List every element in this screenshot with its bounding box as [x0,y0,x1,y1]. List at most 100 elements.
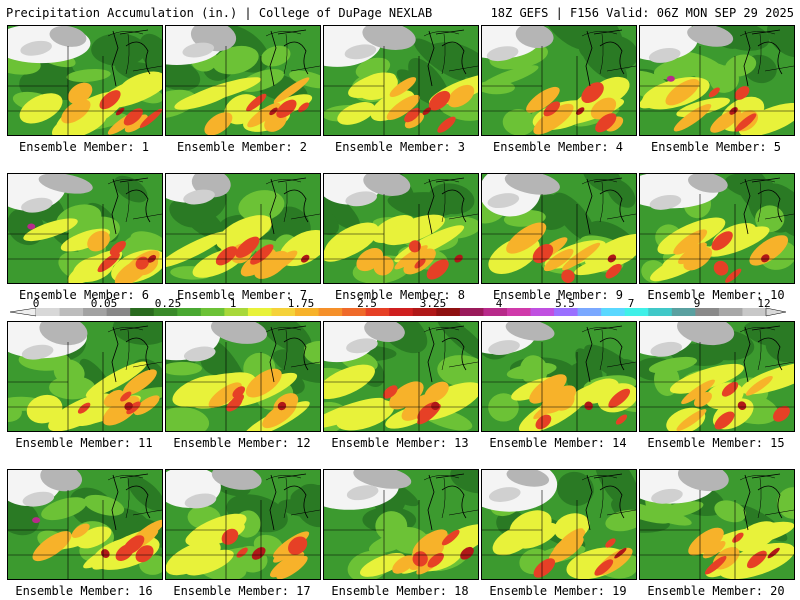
ensemble-member-label: Ensemble Member: 9 [492,288,624,302]
ensemble-member-label: Ensemble Member: 10 [647,288,785,302]
ensemble-member-map [165,173,321,284]
color-scale-segment [271,308,296,316]
ensemble-member-label: Ensemble Member: 17 [173,584,311,598]
ensemble-member-label: Ensemble Member: 12 [173,436,311,450]
precipitation-field [482,322,636,431]
color-scale-tick-label: 9 [693,297,701,310]
color-scale-segment [365,308,390,316]
ensemble-member-label: Ensemble Member: 20 [647,584,785,598]
precipitation-field [8,470,162,579]
color-scale-tick-label: 1 [229,297,237,310]
color-scale-tick-label: 7 [627,297,635,310]
ensemble-member-label: Ensemble Member: 11 [15,436,153,450]
ensemble-member-label: Ensemble Member: 3 [334,140,466,154]
ensemble-member-map [165,321,321,432]
precipitation-field [640,322,794,431]
color-scale-segment [318,308,343,316]
color-scale-segment [295,308,320,316]
precipitation-field [640,174,794,283]
color-scale-segment [130,308,155,316]
map-title: Precipitation Accumulation (in.) | Colle… [6,6,433,20]
precipitation-field [482,174,636,283]
color-scale-segment [59,308,84,316]
ensemble-member-label: Ensemble Member: 14 [489,436,627,450]
ensemble-member-map [639,173,795,284]
ensemble-member-map [323,25,479,136]
color-scale-tick-label: 0.25 [154,297,182,310]
color-scale-segment [459,308,484,316]
color-scale-segment [177,308,202,316]
precipitation-field [166,174,320,283]
precipitation-field [482,26,636,135]
precipitation-field [324,470,478,579]
color-scale-segment [200,308,225,316]
ensemble-member-map [323,173,479,284]
precipitation-field [166,322,320,431]
color-scale-segment [530,308,555,316]
ensemble-member-map [7,25,163,136]
precipitation-field [324,174,478,283]
color-scale-segment [718,308,743,316]
precipitation-field [640,470,794,579]
ensemble-member-map [323,469,479,580]
precipitation-field [8,174,162,283]
color-scale-segment [742,308,767,316]
ensemble-member-map [7,321,163,432]
ensemble-member-label: Ensemble Member: 4 [492,140,624,154]
color-scale-tick-label: 12 [757,297,771,310]
ensemble-member-map [481,469,637,580]
ensemble-member-label: Ensemble Member: 6 [18,288,150,302]
precipitation-field [8,26,162,135]
color-scale-segment [153,308,178,316]
color-scale-segment [671,308,696,316]
color-scale-tick-label: 3.25 [419,297,447,310]
scale-max-arrow [765,307,787,317]
color-scale-segment [506,308,532,316]
ensemble-member-map [165,25,321,136]
color-scale-tick-label: 4 [495,297,503,310]
color-scale-segment [554,308,579,316]
precipitation-field [324,26,478,135]
precipitation-field [482,470,636,579]
ensemble-member-map [481,321,637,432]
ensemble-member-map [639,469,795,580]
ensemble-member-map [481,25,637,136]
ensemble-member-label: Ensemble Member: 5 [650,140,782,154]
color-scale-segment [577,308,602,316]
model-run-info: 18Z GEFS | F156 Valid: 06Z MON SEP 29 20… [490,6,794,20]
color-scale-segment [412,308,437,316]
color-scale-tick-label: 1.75 [287,297,315,310]
color-scale-segment [648,308,673,316]
precipitation-field [166,26,320,135]
ensemble-member-label: Ensemble Member: 8 [334,288,466,302]
color-scale-segment [436,308,461,316]
ensemble-member-map [7,173,163,284]
color-scale-segment [83,308,108,316]
color-scale-segment [342,308,367,316]
ensemble-member-label: Ensemble Member: 15 [647,436,785,450]
ensemble-member-label: Ensemble Member: 16 [15,584,153,598]
color-scale-segment [36,308,61,316]
precipitation-field [8,322,162,431]
ensemble-member-label: Ensemble Member: 7 [176,288,308,302]
precipitation-field [166,470,320,579]
color-scale-tick-label: 2.5 [357,297,377,310]
ensemble-member-label: Ensemble Member: 2 [176,140,308,154]
ensemble-member-label: Ensemble Member: 1 [18,140,150,154]
ensemble-member-label: Ensemble Member: 13 [331,436,469,450]
ensemble-member-map [165,469,321,580]
color-scale-tick-label: 5.5 [555,297,575,310]
color-scale-segment [247,308,272,316]
color-scale-segment [601,308,626,316]
color-scale-tick-label: 0.05 [90,297,118,310]
ensemble-member-map [481,173,637,284]
color-scale-segment [106,308,131,316]
precipitation-color-scale [9,307,787,317]
precipitation-field [640,26,794,135]
color-scale-segment [483,308,508,316]
ensemble-member-map [639,321,795,432]
ensemble-member-label: Ensemble Member: 19 [489,584,627,598]
color-scale-tick-label: 0 [32,297,40,310]
color-scale-segment [224,308,249,316]
ensemble-member-map [7,469,163,580]
